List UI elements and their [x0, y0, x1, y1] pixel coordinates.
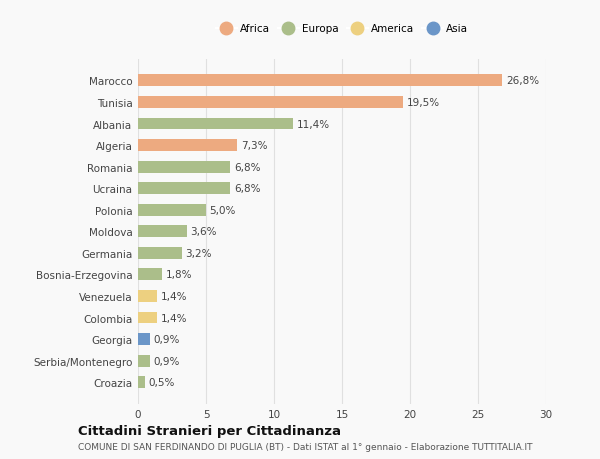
Bar: [138, 97, 403, 109]
Bar: [138, 291, 157, 302]
Legend: Africa, Europa, America, Asia: Africa, Europa, America, Asia: [212, 20, 472, 39]
Bar: [138, 75, 502, 87]
Text: 7,3%: 7,3%: [241, 141, 267, 151]
Text: 11,4%: 11,4%: [296, 119, 329, 129]
Bar: [138, 183, 230, 195]
Bar: [138, 162, 230, 173]
Text: 0,9%: 0,9%: [154, 356, 180, 366]
Bar: [138, 376, 145, 388]
Bar: [138, 118, 293, 130]
Text: 6,8%: 6,8%: [234, 162, 260, 172]
Text: 3,2%: 3,2%: [185, 248, 211, 258]
Bar: [138, 333, 150, 345]
Bar: [138, 226, 187, 238]
Text: 0,9%: 0,9%: [154, 334, 180, 344]
Bar: [138, 269, 163, 281]
Bar: [138, 140, 237, 151]
Text: 0,5%: 0,5%: [148, 377, 175, 387]
Text: 3,6%: 3,6%: [190, 227, 217, 237]
Text: 1,4%: 1,4%: [160, 291, 187, 301]
Text: 26,8%: 26,8%: [506, 76, 539, 86]
Bar: [138, 204, 206, 216]
Text: COMUNE DI SAN FERDINANDO DI PUGLIA (BT) - Dati ISTAT al 1° gennaio - Elaborazion: COMUNE DI SAN FERDINANDO DI PUGLIA (BT) …: [78, 442, 533, 451]
Text: 19,5%: 19,5%: [407, 98, 440, 108]
Text: 5,0%: 5,0%: [209, 205, 236, 215]
Bar: [138, 312, 157, 324]
Text: Cittadini Stranieri per Cittadinanza: Cittadini Stranieri per Cittadinanza: [78, 424, 341, 437]
Bar: [138, 247, 182, 259]
Text: 1,8%: 1,8%: [166, 270, 193, 280]
Text: 1,4%: 1,4%: [160, 313, 187, 323]
Bar: [138, 355, 150, 367]
Text: 6,8%: 6,8%: [234, 184, 260, 194]
